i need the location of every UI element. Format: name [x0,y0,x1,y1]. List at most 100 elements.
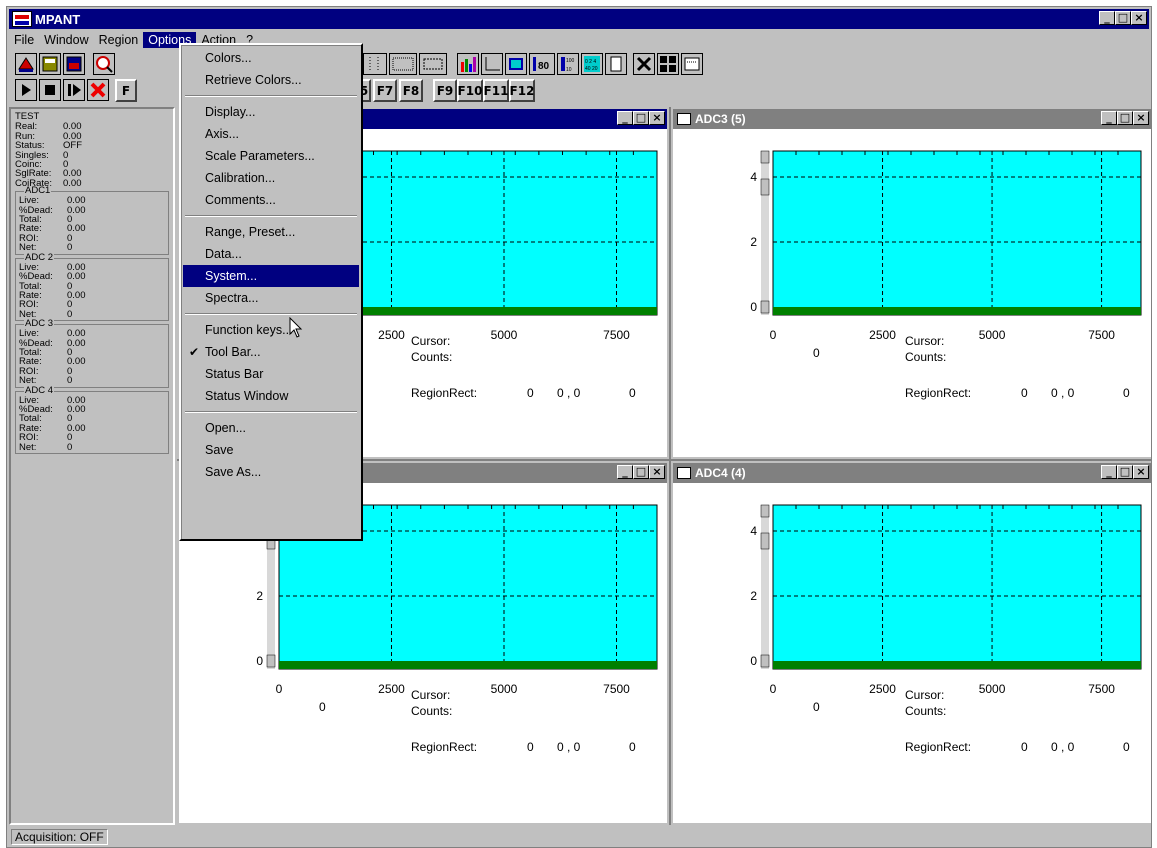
grid-icon[interactable] [389,53,417,75]
frame-icon[interactable] [419,53,447,75]
menu-file[interactable]: File [14,33,35,47]
svg-text:80: 80 [538,61,550,72]
scrollbar-track [267,505,275,669]
minimize-button[interactable]: _ [617,465,633,479]
erase-icon[interactable] [87,79,109,101]
menu-item-status-window[interactable]: Status Window [205,389,289,403]
status-title: TEST [15,111,40,122]
menu-window[interactable]: Window [44,33,89,47]
menu-region[interactable]: Region [98,33,139,47]
minimize-button[interactable]: _ [1099,11,1115,25]
menu-item-range-preset[interactable]: Range, Preset... [205,225,296,239]
status-row: Singles: 0 [15,149,169,161]
bar-chart-icon[interactable] [457,53,479,75]
menu-help[interactable]: ? [246,33,254,47]
minimize-button[interactable]: _ [617,111,633,125]
window-adc3[interactable]: ADC3 (5) _ □ × 0 2500 5000 7500 4 2 0 0 Cursor: C… [671,107,1151,459]
menu-item-axis[interactable]: Axis... [205,127,240,141]
zoom-icon[interactable] [93,53,115,75]
scale-80-icon[interactable]: 80 [529,53,555,75]
fkey-partial-f[interactable]: F [115,79,137,102]
window-icon[interactable] [681,53,703,75]
scale-100-icon[interactable]: 100 10 [557,53,579,75]
status-key: Total: [19,280,42,292]
close-button[interactable]: × [649,465,665,479]
status-value: 0 [67,232,73,244]
status-value: 0 [63,149,69,161]
start-icon[interactable] [15,79,37,101]
menu-item-system[interactable]: System... [183,265,359,287]
continue-icon[interactable] [63,79,85,101]
close-button[interactable]: × [649,111,665,125]
status-key: ROI: [19,432,39,444]
minimize-button[interactable]: _ [1101,465,1117,479]
window-adc3-titlebar[interactable]: ADC3 (5) _ □ × [673,109,1151,129]
fkey-f12[interactable]: F12 [509,79,535,102]
numbers-icon[interactable]: 0 2 4 40 20 [581,53,603,75]
menu-item-spectra[interactable]: Spectra... [205,291,259,305]
menu-item-save[interactable]: Save [205,443,234,457]
maximize-button[interactable]: □ [633,465,649,479]
minimize-button[interactable]: _ [1101,111,1117,125]
stop-icon[interactable] [39,79,61,101]
menu-item-display[interactable]: Display... [205,105,256,119]
tile-icon[interactable] [657,53,679,75]
menu-item-scale-parameters[interactable]: Scale Parameters... [205,149,315,163]
menu-item-status-bar[interactable]: Status Bar [205,367,264,381]
axis-icon[interactable] [481,53,503,75]
x-tick-label: 7500 [1088,682,1115,696]
menu-item-data[interactable]: Data... [205,247,242,261]
status-key: %Dead: [19,204,53,216]
app-icon[interactable] [12,11,32,27]
menu-separator [185,411,357,413]
menu-item-colors[interactable]: Colors... [205,51,252,65]
tools-icon[interactable] [633,53,655,75]
status-value: OFF [63,140,82,152]
map-icon[interactable] [505,53,527,75]
load-icon[interactable] [15,53,37,75]
menu-item-open[interactable]: Open... [205,421,246,435]
close-button[interactable]: × [1133,465,1149,479]
menu-item-comments[interactable]: Comments... [205,193,276,207]
status-value: 0.00 [67,271,86,283]
region-value: 0 [1021,386,1028,400]
menu-item-tool-bar[interactable]: Tool Bar... ✔ [183,341,359,363]
window-adc4[interactable]: ADC4 (4) _ □ × 0 2500 5000 7500 4 2 0 0 Cursor: C… [671,461,1151,825]
close-button[interactable]: × [1131,11,1147,25]
disk-icon[interactable] [63,53,85,75]
status-key: Net: [19,242,37,254]
x-tick-label: 7500 [603,328,630,342]
scrollbar-track [761,505,769,669]
status-value: 0.00 [63,168,82,180]
maximize-button[interactable]: □ [1115,11,1131,25]
close-button[interactable]: × [1133,111,1149,125]
maximize-button[interactable]: □ [1117,465,1133,479]
fkey-f8[interactable]: F8 [399,79,423,102]
menu-item-retrieve-colors[interactable]: Retrieve Colors... [205,73,302,87]
save-icon[interactable] [39,53,61,75]
y-tick-label: 4 [750,170,757,184]
partial-icon[interactable] [117,53,177,75]
status-value: 0.00 [67,204,86,216]
maximize-button[interactable]: □ [633,111,649,125]
menu-item-calibration[interactable]: Calibration... [205,171,276,185]
fkey-f7[interactable]: F7 [373,79,397,102]
fkey-f11[interactable]: F11 [483,79,509,102]
menu-item-save-as[interactable]: Save As... [205,465,262,479]
region-value: 0 [1123,740,1130,754]
status-key: Net: [19,375,37,387]
status-row: Net: 0 [19,242,165,254]
menu-item-function-keys[interactable]: Function keys... [205,323,293,337]
fkey-f10[interactable]: F10 [457,79,483,102]
status-value: 0.00 [67,261,86,273]
dotted-lines-icon[interactable] [363,53,387,75]
status-row: Live: 0.00 [19,261,165,273]
counts-label: Counts: [905,704,946,718]
app-titlebar[interactable]: MPANT _ □ × [9,9,1149,29]
window-adc4-titlebar[interactable]: ADC4 (4) _ □ × [673,463,1151,483]
maximize-button[interactable]: □ [1117,111,1133,125]
fkey-f9[interactable]: F9 [433,79,457,102]
document-icon[interactable] [605,53,627,75]
